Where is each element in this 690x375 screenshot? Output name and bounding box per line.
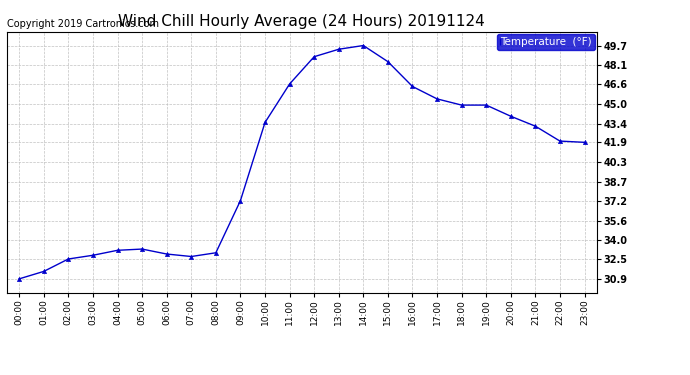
Title: Wind Chill Hourly Average (24 Hours) 20191124: Wind Chill Hourly Average (24 Hours) 201… — [119, 14, 485, 29]
Legend: Temperature  (°F): Temperature (°F) — [497, 34, 595, 50]
Text: Copyright 2019 Cartronics.com: Copyright 2019 Cartronics.com — [7, 19, 159, 29]
